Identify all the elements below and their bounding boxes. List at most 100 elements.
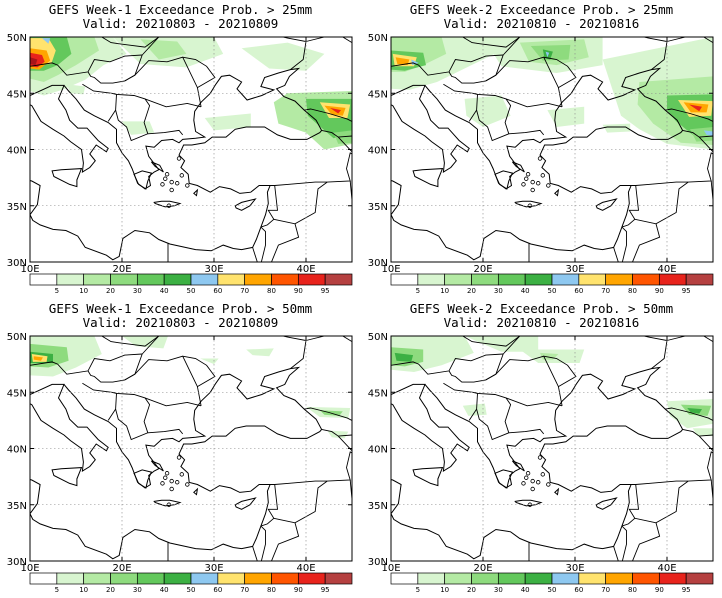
colorbar-segment [605,273,633,286]
country-border [391,353,504,375]
colorbar-tick-label: 50 [187,287,196,295]
coastline [391,366,684,560]
colorbar-segment [685,572,714,585]
colorbar-segment [444,572,472,585]
map-layer [391,37,713,262]
country-border [304,407,352,437]
lat-label: 50N [368,33,388,44]
country-border [443,382,478,421]
coastline [512,161,525,173]
colorbar-tick-label: 10 [79,586,88,594]
map-layer [391,336,713,561]
colorbar-segment [163,572,192,585]
colorbar-segment [658,572,687,585]
colorbar-tick-label: 10 [440,586,449,594]
lat-label: 30N [7,258,27,269]
colorbar-tick-label: 95 [321,586,330,594]
colorbar-segment [136,572,165,585]
coastline [391,383,470,472]
country-border [30,353,143,375]
country-border [182,355,216,387]
lon-label: 20E [473,264,492,275]
island [525,172,531,177]
probability-contour [464,336,539,352]
colorbar-tick-label: 30 [494,287,503,295]
island [164,172,170,177]
panel-title-line1: GEFS Week-2 Exceedance Prob. > 50mm [409,301,674,316]
island [530,187,535,193]
country-border [666,336,713,343]
colorbar-segment [324,572,353,585]
island [546,183,551,188]
colorbar-segment [632,273,660,286]
colorbar-segment [244,273,272,286]
country-border [631,435,713,485]
probability-contour [329,107,341,114]
panel-title-line2: Valid: 20210810 - 20210816 [443,16,640,31]
probability-contour [30,57,38,66]
coastline [234,198,257,211]
probability-contour [703,130,713,136]
island [530,486,535,492]
country-border [710,479,713,501]
country-border [443,83,478,122]
lat-label: 45N [7,89,27,100]
country-border [621,185,640,228]
country-border [260,226,266,262]
colorbar-tick-label: 80 [628,287,637,295]
colorbar-tick-label: 60 [213,586,222,594]
island [176,156,182,161]
island [163,475,168,480]
colorbar-segment [444,273,472,286]
coastline [554,188,560,197]
island [164,471,170,476]
country-border [665,407,713,437]
lat-label: 35N [7,202,27,213]
colorbar-tick-label: 20 [467,287,476,295]
colorbar-segment [417,273,446,286]
colorbar-tick-label: 30 [133,287,142,295]
island [540,472,545,477]
panel-title-line1: GEFS Week-1 Exceedance Prob. > 25mm [48,2,313,17]
probability-contour [687,408,702,414]
colorbar-segment [524,273,553,286]
country-border [305,336,352,343]
lat-label: 35N [368,501,388,512]
coastline [193,487,199,496]
country-border [461,37,521,48]
panel-title-line2: Valid: 20210803 - 20210809 [82,16,279,31]
colorbar-tick-label: 70 [601,586,610,594]
probability-contour [246,348,274,357]
country-border [271,522,300,561]
probability-contour [411,59,419,66]
colorbar-tick-label: 95 [682,287,691,295]
coastline [30,84,109,173]
panel-week1-50mm: GEFS Week-1 Exceedance Prob. > 50mm Vali… [0,299,361,598]
colorbar-tick-label: 90 [655,586,664,594]
country-border [461,336,521,347]
country-border [82,83,117,122]
panel-week1-25mm: GEFS Week-1 Exceedance Prob. > 25mm Vali… [0,0,361,299]
lat-label: 40N [7,445,27,456]
colorbar-tick-label: 90 [655,287,664,295]
colorbar-tick-label: 95 [682,586,691,594]
colorbar-segment [244,572,272,585]
country-border [141,336,307,369]
probability-contour [547,106,585,127]
lat-label: 50N [7,33,27,44]
country-border [270,435,352,485]
colorbar-segment [605,572,633,585]
lon-label: 20E [473,563,492,574]
lon-label: 40E [296,563,315,574]
probability-contour [33,356,43,361]
country-border [502,336,668,369]
country-border [634,480,689,524]
coastline [51,467,83,487]
country-border [147,428,184,435]
lon-label: 30E [204,264,223,275]
lat-label: 40N [7,146,27,157]
colorbar-tick-label: 40 [521,586,530,594]
country-border [305,37,352,44]
